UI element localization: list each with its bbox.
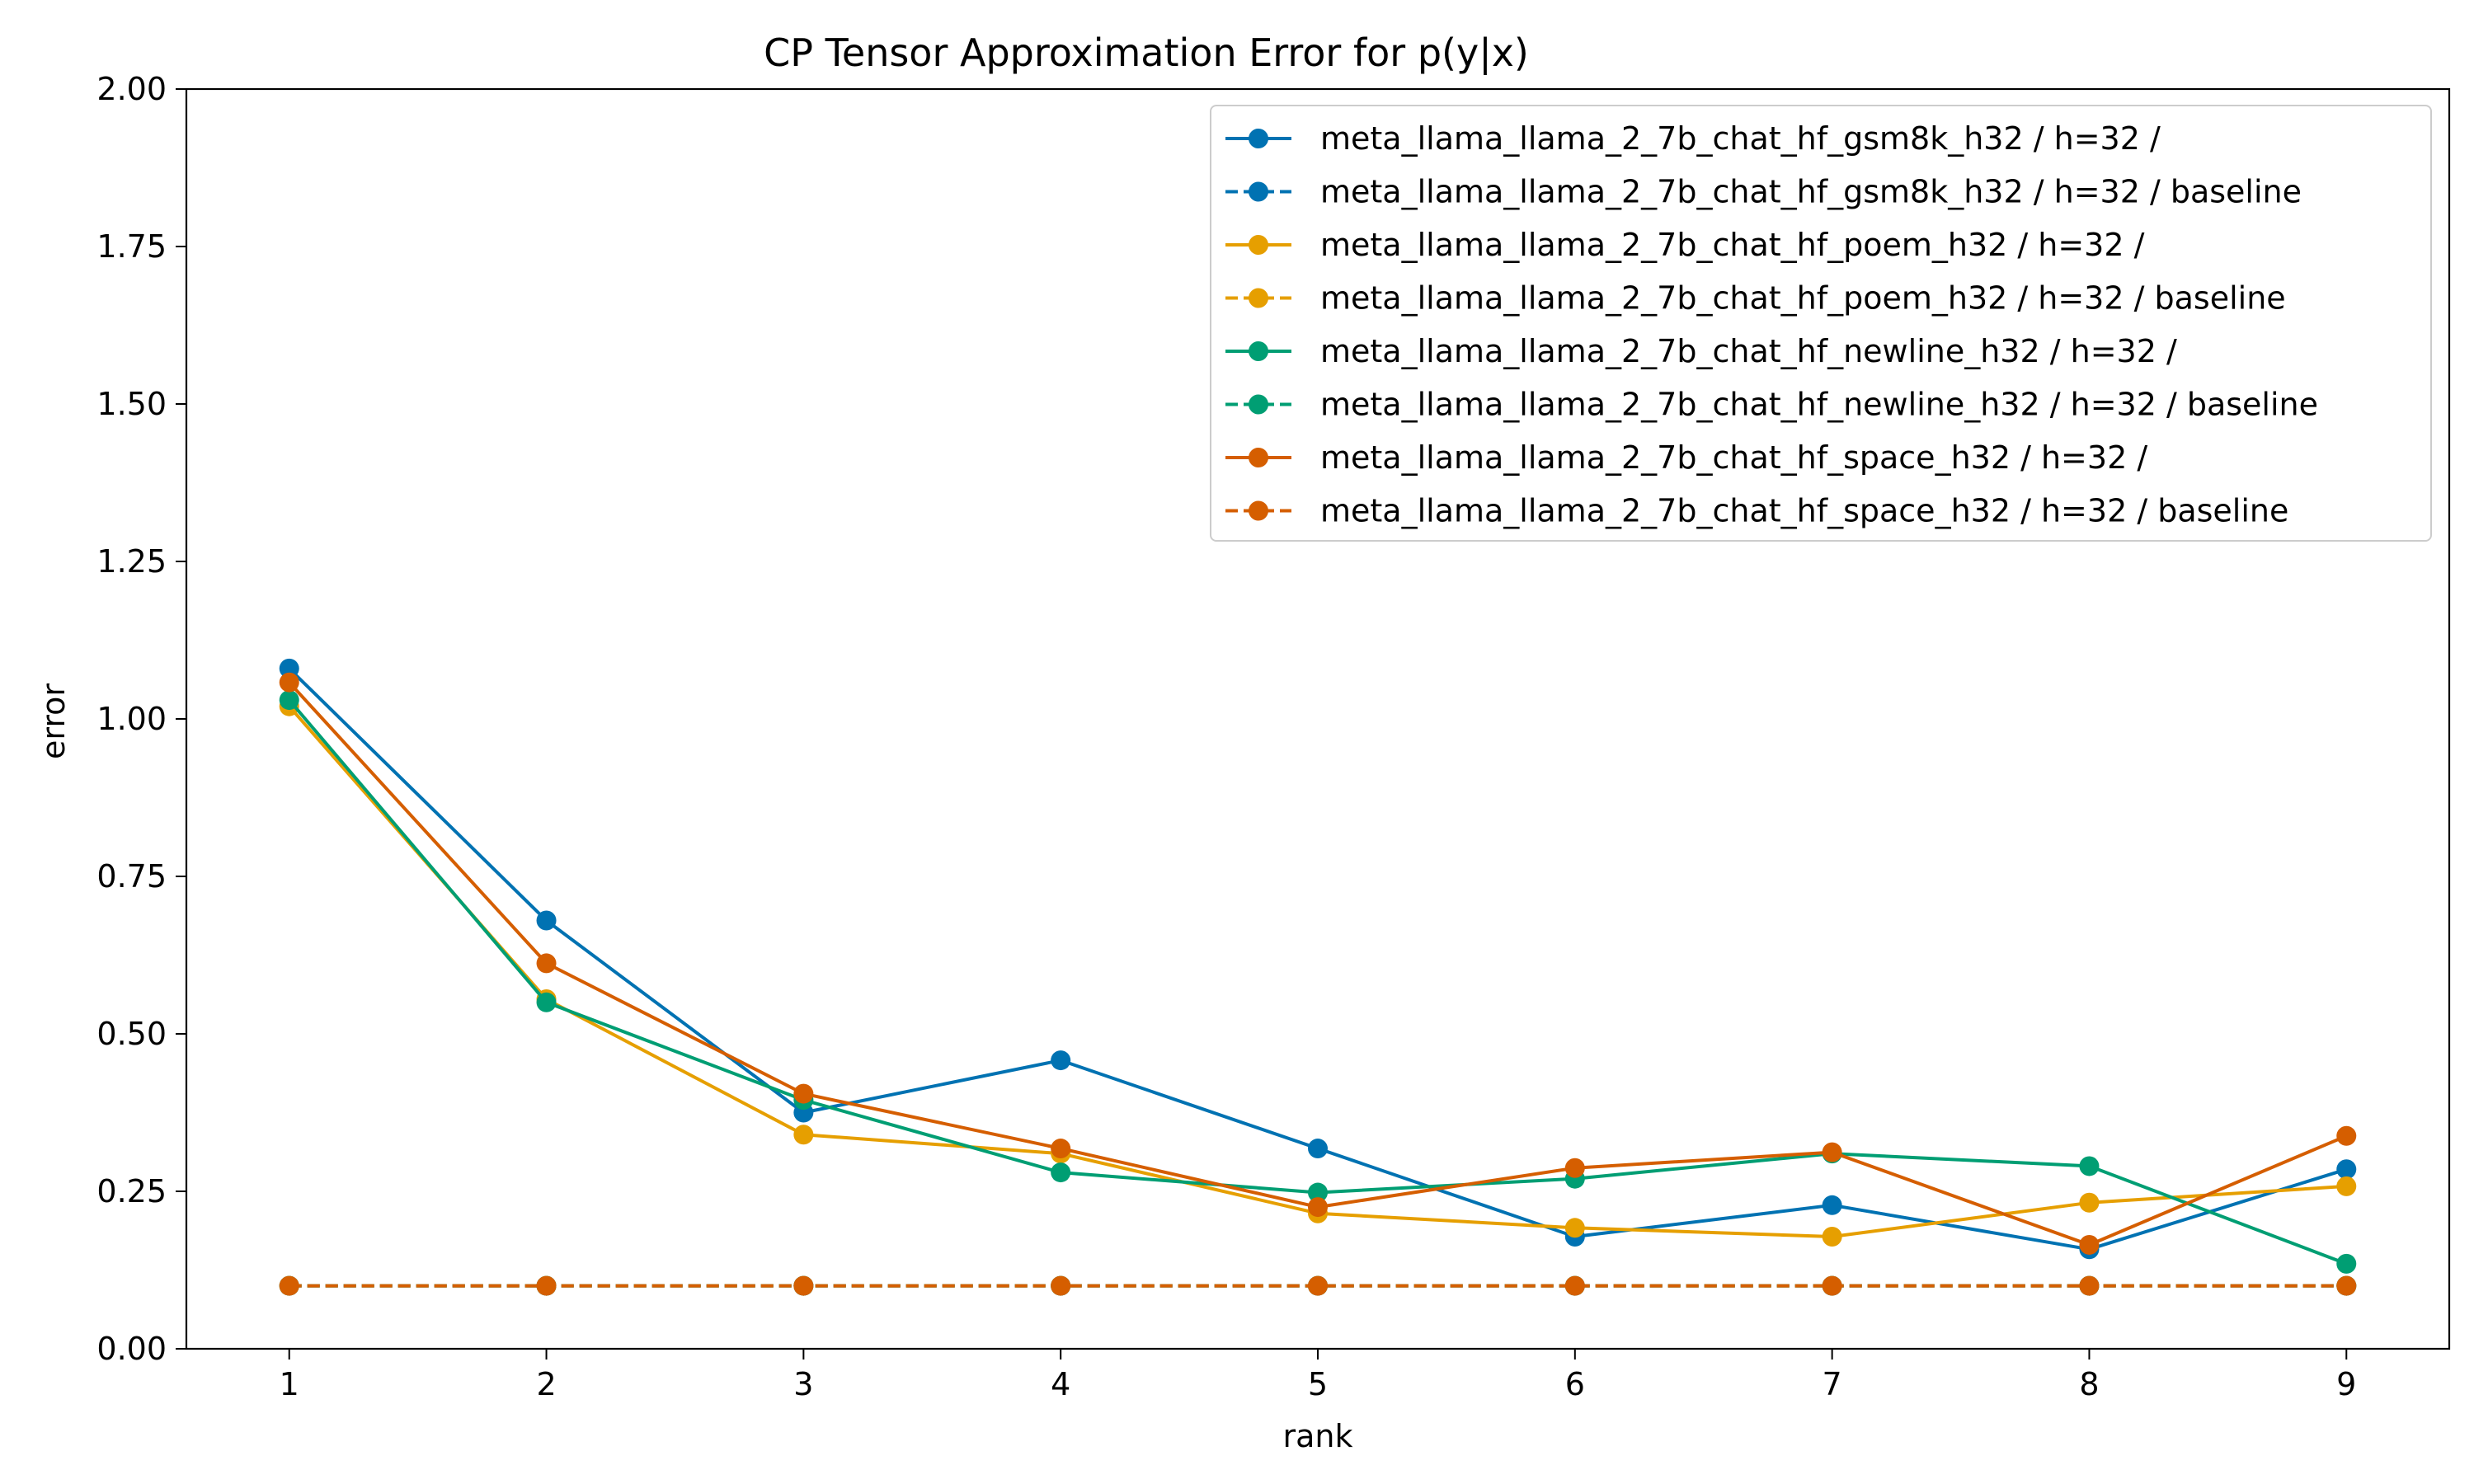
data-point	[2079, 1234, 2100, 1255]
y-tick-label: 1.25	[96, 543, 167, 580]
legend-marker	[1249, 448, 1268, 467]
legend-marker	[1249, 500, 1268, 521]
data-point	[793, 1275, 814, 1296]
data-point	[536, 910, 557, 931]
series-0	[279, 658, 2357, 1260]
legend-item: meta_llama_llama_2_7b_chat_hf_poem_h32 /…	[1225, 227, 2145, 263]
legend-item: meta_llama_llama_2_7b_chat_hf_gsm8k_h32 …	[1225, 120, 2161, 157]
x-tick-label: 3	[793, 1366, 813, 1402]
data-point	[279, 1275, 299, 1296]
legend-label: meta_llama_llama_2_7b_chat_hf_newline_h3…	[1320, 387, 2318, 423]
legend-label: meta_llama_llama_2_7b_chat_hf_space_h32 …	[1320, 439, 2147, 476]
legend-marker	[1249, 341, 1268, 361]
y-tick-label: 0.25	[96, 1173, 167, 1209]
x-tick-label: 1	[280, 1366, 299, 1402]
data-point	[536, 953, 557, 974]
legend-label: meta_llama_llama_2_7b_chat_hf_gsm8k_h32 …	[1320, 120, 2161, 157]
x-tick-label: 5	[1308, 1366, 1328, 1402]
series-layer	[279, 658, 2357, 1296]
data-point	[1822, 1195, 1842, 1215]
data-point	[1564, 1218, 1585, 1238]
legend-marker	[1249, 235, 1268, 255]
legend-item: meta_llama_llama_2_7b_chat_hf_poem_h32 /…	[1225, 280, 2286, 317]
y-tick-label: 1.50	[96, 386, 167, 422]
data-point	[2336, 1275, 2357, 1296]
x-tick-label: 9	[2336, 1366, 2356, 1402]
data-point	[1564, 1158, 1585, 1178]
data-point	[793, 1083, 814, 1104]
legend-label: meta_llama_llama_2_7b_chat_hf_space_h32 …	[1320, 493, 2288, 529]
data-point	[1308, 1182, 1328, 1203]
y-tick-label: 0.50	[96, 1016, 167, 1052]
legend-label: meta_llama_llama_2_7b_chat_hf_poem_h32 /…	[1320, 227, 2145, 263]
data-point	[536, 1275, 557, 1296]
y-axis-label: error	[35, 683, 72, 759]
data-point	[279, 690, 299, 711]
x-tick-label: 4	[1051, 1366, 1070, 1402]
y-tick-label: 1.75	[96, 228, 167, 265]
legend: meta_llama_llama_2_7b_chat_hf_gsm8k_h32 …	[1210, 105, 2432, 542]
series-7	[279, 1275, 2357, 1296]
axes: 1 2 3 4 5 6 7 8 9 0.00 0.25 0.50 0.75 1.00 1.25 1.50 1.7…	[96, 71, 2451, 1402]
series-6	[279, 672, 2357, 1255]
legend-item: meta_llama_llama_2_7b_chat_hf_space_h32 …	[1225, 439, 2147, 476]
data-point	[2079, 1192, 2100, 1213]
y-tick-label: 1.00	[96, 701, 167, 737]
data-point	[1051, 1275, 1071, 1296]
legend-label: meta_llama_llama_2_7b_chat_hf_newline_h3…	[1320, 333, 2177, 369]
legend-item: meta_llama_llama_2_7b_chat_hf_newline_h3…	[1225, 387, 2318, 423]
data-point	[1308, 1275, 1328, 1296]
series-4	[279, 690, 2357, 1274]
x-tick-label: 6	[1565, 1366, 1585, 1402]
data-point	[1822, 1227, 1842, 1247]
legend-item: meta_llama_llama_2_7b_chat_hf_space_h32 …	[1225, 493, 2288, 529]
y-tick-label: 2.00	[96, 71, 167, 107]
data-point	[2079, 1275, 2100, 1296]
series-line	[288, 698, 2348, 1266]
legend-item: meta_llama_llama_2_7b_chat_hf_gsm8k_h32 …	[1225, 174, 2302, 210]
data-point	[1308, 1197, 1328, 1218]
series-line	[288, 681, 2348, 1247]
data-point	[2336, 1125, 2357, 1146]
data-point	[1822, 1275, 1842, 1296]
legend-item: meta_llama_llama_2_7b_chat_hf_newline_h3…	[1225, 333, 2177, 369]
legend-label: meta_llama_llama_2_7b_chat_hf_poem_h32 /…	[1320, 280, 2286, 317]
data-point	[1308, 1139, 1328, 1159]
data-point	[1051, 1139, 1071, 1159]
data-point	[1051, 1162, 1071, 1183]
data-point	[536, 992, 557, 1012]
legend-box	[1210, 105, 2432, 542]
data-point	[1051, 1050, 1071, 1071]
y-tick-label: 0.75	[96, 858, 167, 895]
x-tick-label: 8	[2079, 1366, 2099, 1402]
legend-marker	[1249, 181, 1268, 202]
x-tick-label: 7	[1823, 1366, 1842, 1402]
data-point	[279, 672, 299, 693]
data-point	[2336, 1176, 2357, 1196]
chart-title: CP Tensor Approximation Error for p(y|x)	[764, 31, 1529, 76]
data-point	[1564, 1275, 1585, 1296]
data-point	[793, 1125, 814, 1145]
legend-marker	[1249, 394, 1268, 415]
data-point	[1822, 1142, 1842, 1162]
legend-marker	[1249, 288, 1268, 308]
legend-label: meta_llama_llama_2_7b_chat_hf_gsm8k_h32 …	[1320, 174, 2302, 210]
data-point	[2336, 1159, 2357, 1180]
x-tick-label: 2	[536, 1366, 556, 1402]
legend-marker	[1249, 129, 1268, 148]
data-point	[2079, 1156, 2100, 1176]
x-axis-label: rank	[1283, 1418, 1353, 1454]
y-tick-label: 0.00	[96, 1331, 167, 1367]
data-point	[279, 658, 299, 679]
data-point	[2336, 1253, 2357, 1274]
